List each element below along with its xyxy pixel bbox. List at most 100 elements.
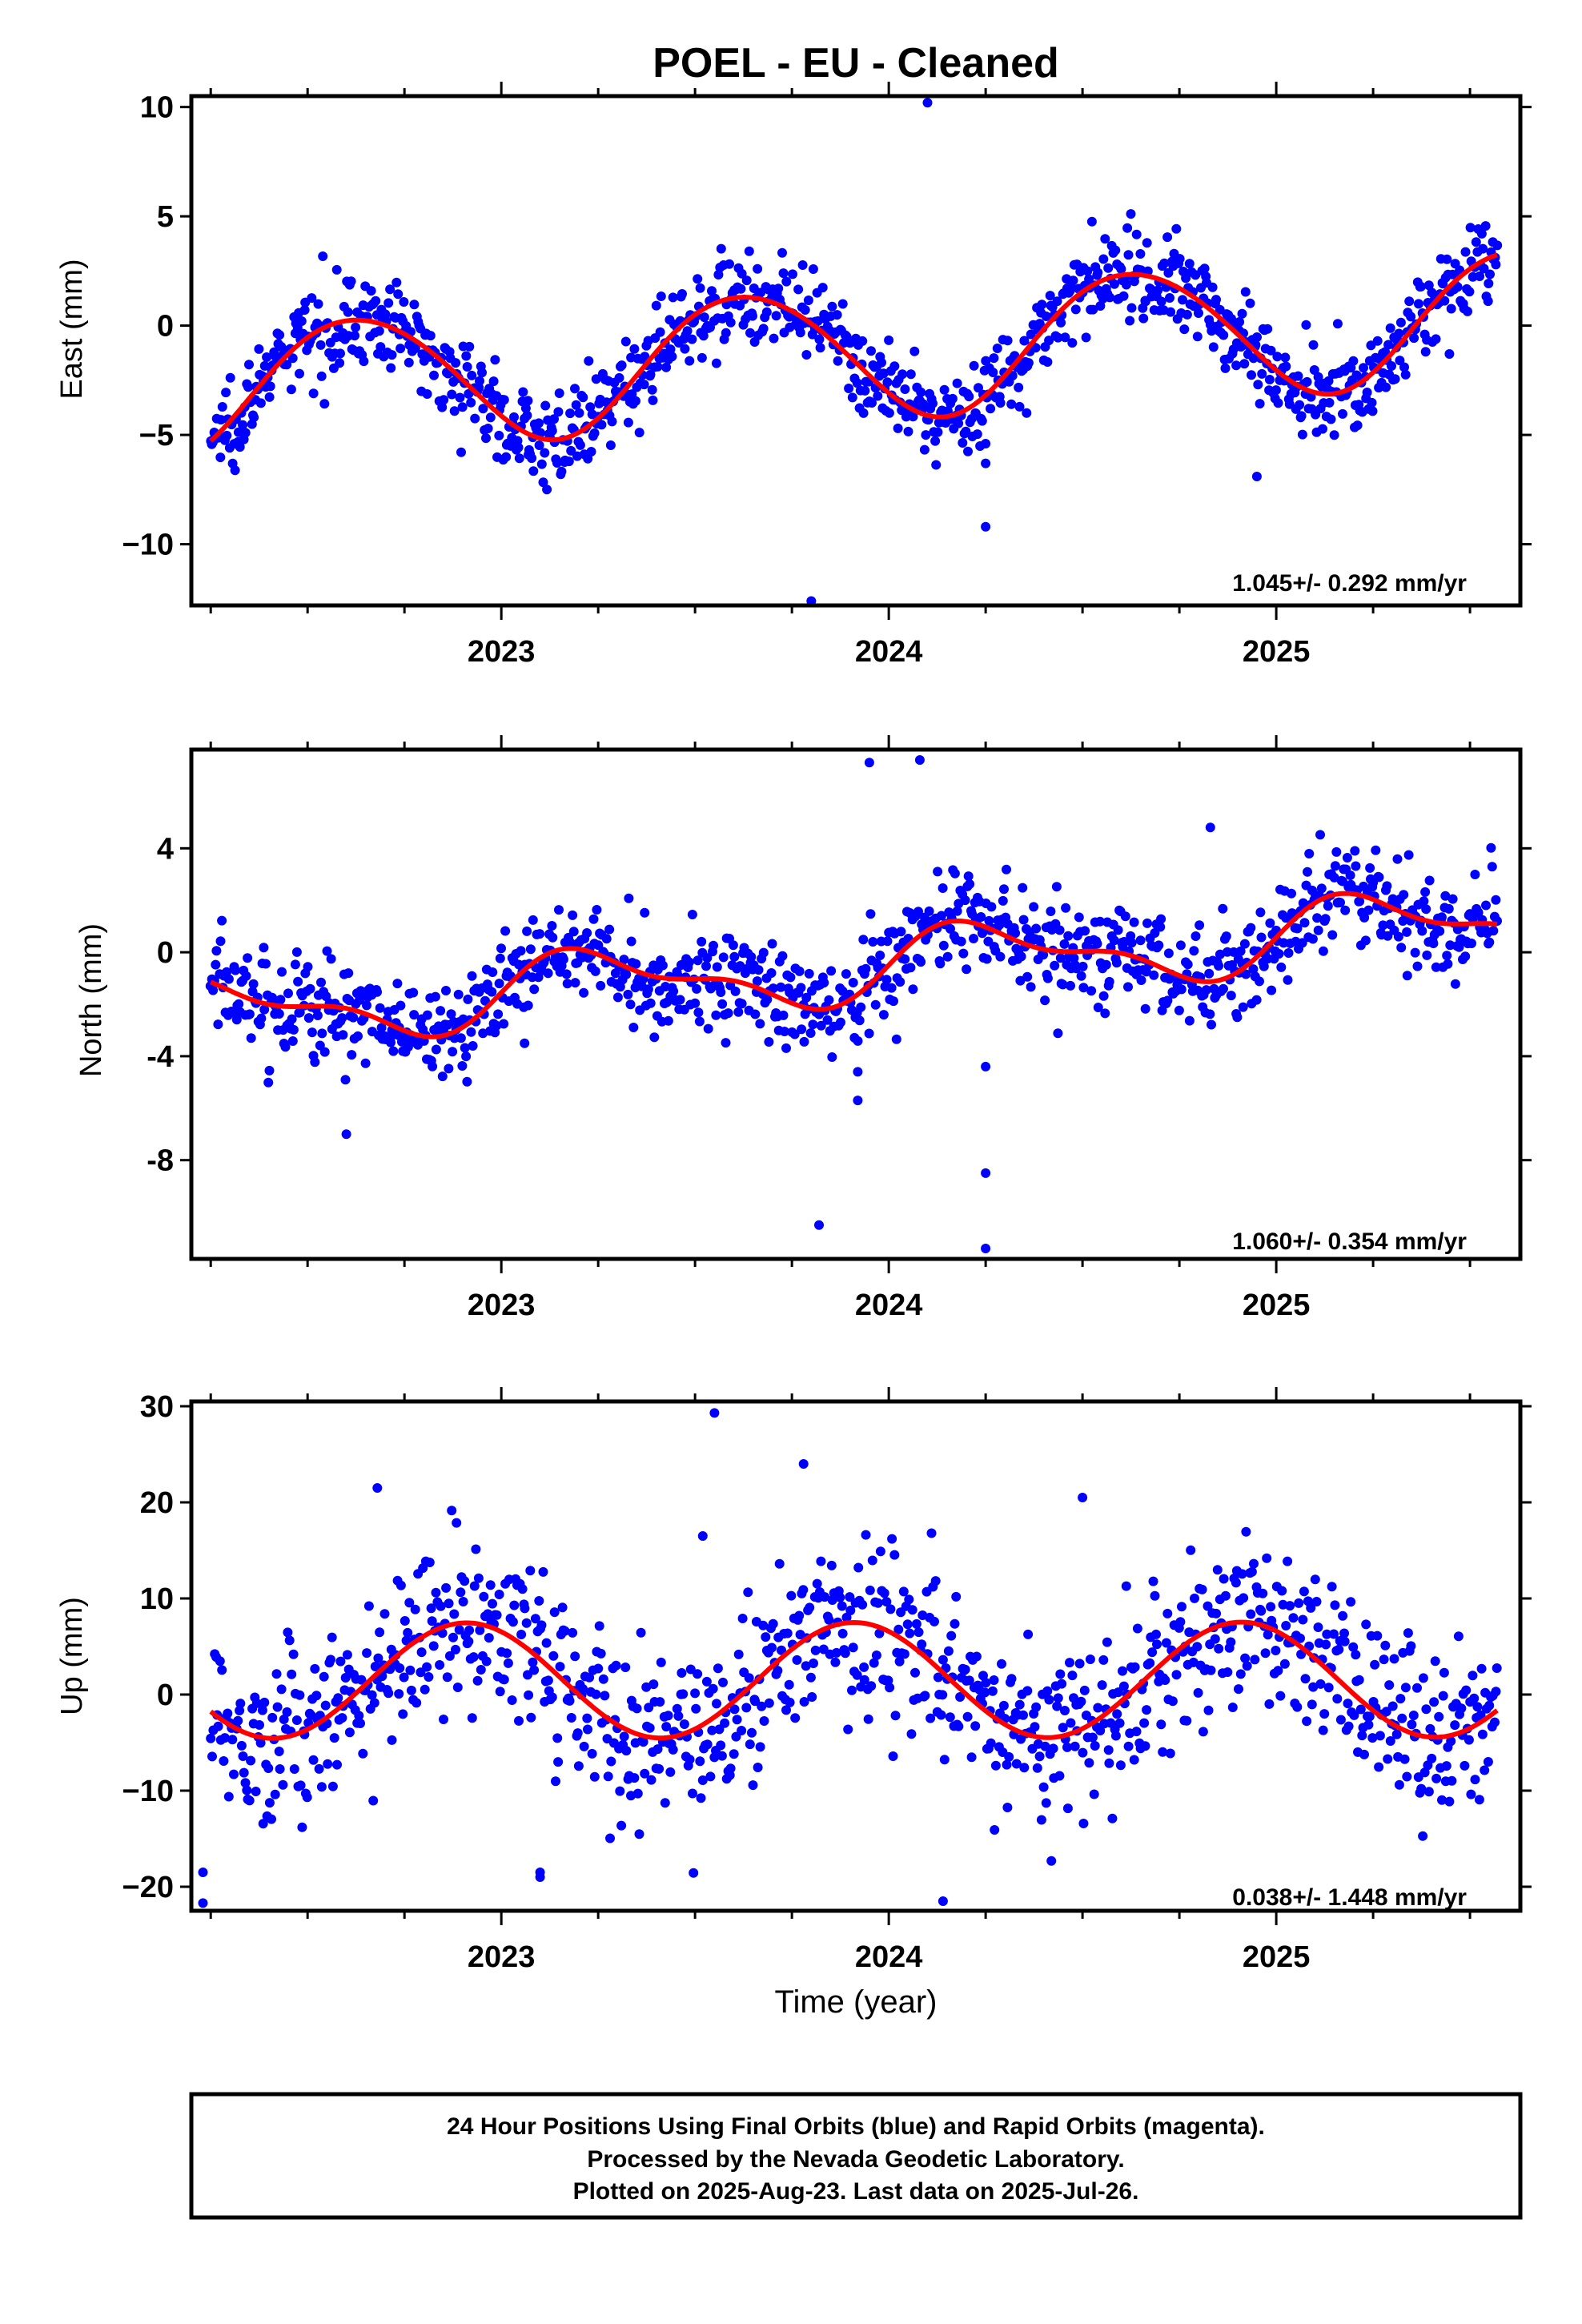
data-point bbox=[893, 1624, 904, 1634]
data-point bbox=[1387, 894, 1398, 904]
data-point bbox=[1307, 1699, 1317, 1710]
data-point bbox=[1475, 271, 1485, 281]
data-point bbox=[1076, 971, 1086, 981]
data-point bbox=[216, 415, 226, 425]
up-plot-frame bbox=[189, 1399, 1523, 1913]
data-point bbox=[966, 1752, 977, 1763]
data-point bbox=[1381, 1707, 1391, 1717]
data-point bbox=[1062, 1742, 1072, 1752]
data-point bbox=[1203, 1705, 1214, 1715]
data-point bbox=[649, 1032, 660, 1043]
data-point bbox=[409, 300, 420, 310]
data-point bbox=[591, 374, 601, 384]
data-point bbox=[1257, 368, 1267, 379]
data-point bbox=[737, 1726, 747, 1735]
data-point bbox=[1438, 1691, 1448, 1701]
data-point bbox=[1181, 273, 1191, 283]
data-point bbox=[1330, 1600, 1340, 1610]
data-point bbox=[462, 1076, 472, 1087]
data-point bbox=[487, 987, 497, 997]
data-point bbox=[707, 1725, 717, 1735]
data-point bbox=[782, 1628, 793, 1638]
data-point bbox=[1471, 237, 1481, 247]
data-point bbox=[971, 1651, 982, 1662]
data-point bbox=[1311, 1597, 1322, 1606]
data-point bbox=[335, 1656, 346, 1667]
x-axis-label: Time (year) bbox=[775, 1984, 938, 2020]
y-tick-label: −20 bbox=[122, 1871, 174, 1904]
data-point bbox=[444, 1598, 454, 1609]
data-point bbox=[669, 986, 679, 996]
data-point bbox=[1329, 1629, 1339, 1639]
data-point bbox=[1446, 1736, 1456, 1747]
data-point bbox=[976, 912, 986, 922]
data-point bbox=[288, 1024, 299, 1035]
data-point bbox=[688, 1788, 697, 1799]
data-point bbox=[335, 348, 345, 359]
data-point bbox=[1114, 1718, 1125, 1728]
data-point bbox=[1299, 918, 1310, 928]
outlier-point bbox=[814, 1220, 824, 1230]
data-point bbox=[568, 927, 579, 937]
data-point bbox=[699, 312, 709, 323]
data-point bbox=[950, 868, 960, 879]
outlier-point bbox=[798, 1459, 809, 1469]
data-point bbox=[629, 1773, 640, 1783]
data-point bbox=[310, 1057, 320, 1068]
data-point bbox=[1273, 1666, 1283, 1676]
data-point bbox=[1315, 830, 1325, 840]
data-point bbox=[1074, 1659, 1085, 1669]
data-point bbox=[867, 1555, 877, 1566]
data-point bbox=[1246, 923, 1256, 933]
data-point bbox=[1190, 1593, 1199, 1603]
data-point bbox=[1054, 925, 1065, 935]
data-point bbox=[435, 1660, 445, 1670]
data-point bbox=[1361, 1619, 1371, 1630]
data-point bbox=[353, 1031, 363, 1041]
data-point bbox=[773, 283, 784, 294]
data-point bbox=[1315, 1679, 1326, 1689]
data-point bbox=[616, 360, 627, 371]
data-point bbox=[665, 344, 676, 355]
data-point bbox=[592, 905, 602, 915]
data-point bbox=[478, 404, 488, 414]
data-point bbox=[1215, 949, 1225, 959]
data-point bbox=[712, 962, 722, 972]
data-point bbox=[554, 388, 564, 398]
data-point bbox=[591, 1689, 601, 1699]
data-point bbox=[784, 1679, 794, 1690]
data-point bbox=[1203, 1601, 1213, 1611]
data-point bbox=[1136, 975, 1146, 985]
data-point bbox=[305, 983, 315, 994]
data-point bbox=[1463, 306, 1472, 316]
data-point bbox=[933, 1672, 943, 1683]
data-point bbox=[410, 1604, 420, 1614]
data-point bbox=[972, 429, 982, 440]
data-point bbox=[1212, 1565, 1223, 1575]
data-point bbox=[1492, 240, 1503, 251]
data-point bbox=[884, 335, 894, 345]
data-point bbox=[1085, 1655, 1095, 1664]
data-point bbox=[646, 1775, 656, 1785]
data-point bbox=[711, 358, 721, 368]
data-point bbox=[1248, 964, 1259, 975]
data-point bbox=[874, 1628, 885, 1638]
data-point bbox=[1460, 247, 1471, 257]
data-point bbox=[283, 988, 293, 999]
data-point bbox=[552, 1733, 563, 1743]
data-point bbox=[452, 1683, 463, 1692]
east-model-curve bbox=[209, 252, 1498, 443]
data-point bbox=[677, 1668, 687, 1678]
data-point bbox=[1161, 1638, 1171, 1648]
data-point bbox=[1082, 266, 1093, 276]
data-point bbox=[400, 1616, 410, 1626]
data-point bbox=[1057, 1679, 1067, 1689]
data-point bbox=[1470, 870, 1480, 879]
data-point bbox=[819, 978, 829, 988]
data-point bbox=[223, 1708, 233, 1719]
data-point bbox=[478, 1028, 488, 1039]
data-point bbox=[776, 982, 786, 992]
data-point bbox=[689, 1868, 699, 1878]
data-point bbox=[1260, 1648, 1271, 1659]
data-point bbox=[1256, 1606, 1267, 1616]
